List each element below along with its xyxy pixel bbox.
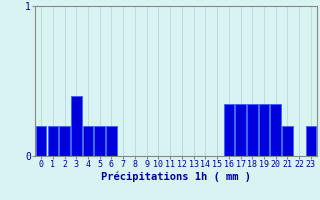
Bar — [282, 126, 293, 156]
Bar — [259, 104, 269, 156]
Bar — [48, 126, 58, 156]
Bar — [224, 104, 234, 156]
Bar — [270, 104, 281, 156]
Bar — [36, 126, 46, 156]
Bar — [94, 126, 105, 156]
X-axis label: Précipitations 1h ( mm ): Précipitations 1h ( mm ) — [101, 172, 251, 182]
Bar — [306, 126, 316, 156]
Bar — [83, 126, 93, 156]
Bar — [71, 96, 82, 156]
Bar — [247, 104, 258, 156]
Bar — [106, 126, 117, 156]
Bar — [59, 126, 70, 156]
Bar — [235, 104, 246, 156]
